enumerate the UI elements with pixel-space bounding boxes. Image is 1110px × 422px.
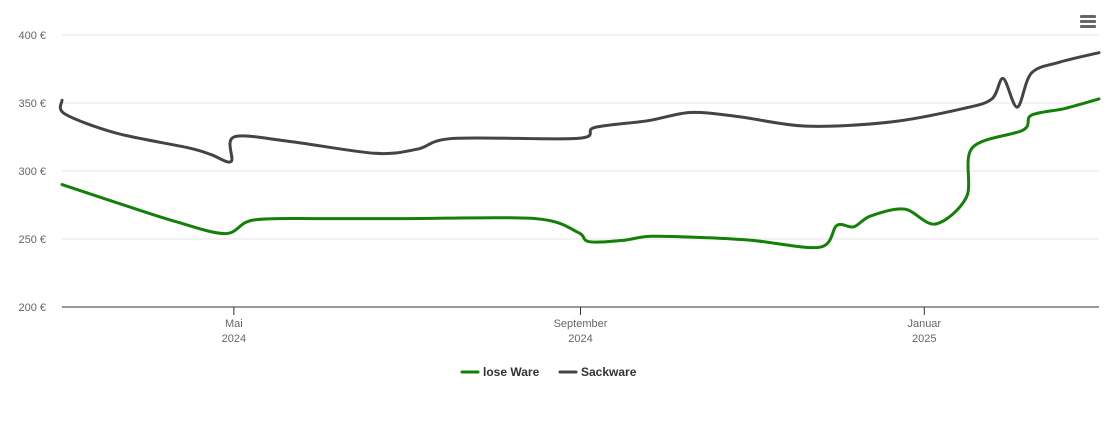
x-tick-label: Januar (907, 318, 941, 330)
x-tick-year-label: 2024 (222, 333, 246, 345)
hamburger-menu-icon[interactable] (1074, 8, 1102, 36)
x-tick-label: Mai (225, 318, 243, 330)
x-tick-year-label: 2025 (912, 333, 936, 345)
x-tick-year-label: 2024 (568, 333, 592, 345)
legend-item-label: lose Ware (483, 365, 540, 379)
y-tick-label: 400 € (18, 30, 46, 42)
y-tick-label: 200 € (18, 302, 46, 314)
series-line-sackware (58, 51, 1101, 164)
x-tick-label: September (554, 318, 608, 330)
y-tick-label: 300 € (18, 166, 46, 178)
y-tick-label: 250 € (18, 234, 46, 246)
series-line-lose-ware (60, 97, 1101, 250)
y-tick-label: 350 € (18, 98, 46, 110)
legend-item-label: Sackware (581, 365, 637, 379)
